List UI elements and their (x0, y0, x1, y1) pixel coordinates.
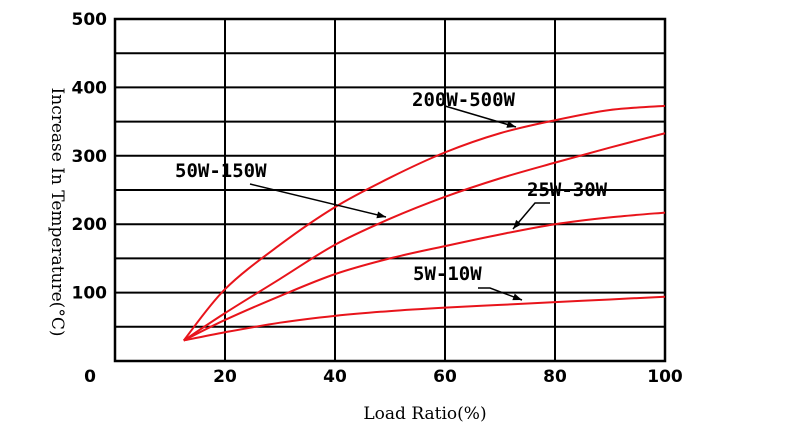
series-label-5w-10w: 5W-10W (413, 263, 482, 285)
y-tick-300: 300 (72, 147, 108, 167)
series-line-5w-10w (183, 295, 666, 342)
series-label-50w-150w: 50W-150W (175, 160, 267, 182)
series-label-25w-30w: 25W-30W (527, 179, 608, 201)
series-line-25w-30w (183, 211, 666, 342)
x-axis-title: Load Ratio(%) (363, 404, 486, 424)
leader-arrow-25w-30w (513, 219, 522, 229)
series-line-50w-150w (183, 132, 666, 342)
leader-line-5w-10w (478, 287, 523, 301)
x-tick-0: 0 (84, 367, 96, 387)
y-axis-title: Increase In Temperature(°C) (47, 88, 67, 337)
leader-line-25w-30w (512, 202, 550, 230)
label-layer: 200W-500W 50W-150W 25W-30W 5W-10W (175, 89, 608, 301)
tick-layer: 0 20 40 60 80 100 100 200 300 400 500 (72, 10, 683, 387)
y-tick-400: 400 (72, 78, 108, 98)
leader-line-200w-500w (444, 105, 517, 128)
x-tick-100: 100 (647, 367, 683, 387)
y-tick-200: 200 (72, 215, 108, 235)
series-line-200w-500w (182, 104, 666, 342)
leader-line-50w-150w (249, 183, 387, 218)
leader-arrow-200w-500w (506, 121, 516, 128)
grid-layer (113, 17, 667, 363)
y-tick-100: 100 (72, 284, 108, 304)
x-tick-40: 40 (323, 367, 347, 387)
series-label-200w-500w: 200W-500W (412, 89, 516, 111)
x-tick-60: 60 (433, 367, 457, 387)
leader-arrow-50w-150w (376, 211, 386, 219)
plot-frame (113, 17, 667, 363)
leader-arrow-5w-10w (512, 293, 522, 301)
curve-layer (182, 104, 666, 342)
x-tick-20: 20 (213, 367, 237, 387)
y-tick-500: 500 (72, 10, 108, 30)
x-tick-80: 80 (543, 367, 567, 387)
